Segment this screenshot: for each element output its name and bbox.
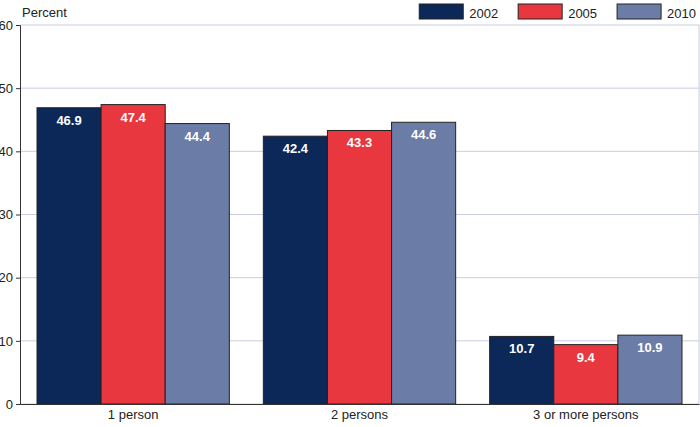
y-tick-mark (16, 404, 20, 405)
y-axis-line (16, 26, 21, 405)
legend: 2010 2005 2002 (419, 4, 696, 21)
plot: 46.9 42.4 10.7 47.4 43.3 9.4 44.4 44.6 10.9 0 10 20… (0, 18, 700, 423)
y-tick-mark (16, 151, 20, 152)
grid (20, 25, 699, 404)
y-tick: 50 (0, 81, 20, 96)
legend-label: 2002 (469, 6, 498, 21)
data-label: 43.3 (347, 135, 372, 150)
y-tick-label: 10 (0, 333, 13, 348)
x-tick-label: 3 or more persons (533, 407, 639, 422)
data-label: 47.4 (121, 110, 147, 125)
y-tick: 60 (0, 18, 20, 33)
bar (37, 108, 101, 404)
frame (699, 25, 700, 404)
data-label: 44.6 (411, 127, 436, 142)
bar (101, 105, 165, 404)
y-tick: 0 (6, 397, 20, 412)
x-tick-label: 2 persons (331, 407, 389, 422)
grid-line (20, 25, 699, 26)
x-tick: 2 persons (331, 404, 389, 422)
y-axis-title: Percent (22, 5, 67, 20)
bar (263, 136, 327, 404)
data-label: 9.4 (577, 350, 596, 365)
bar (392, 122, 456, 404)
bar (327, 130, 391, 404)
legend-label: 2005 (568, 6, 597, 21)
x-axis-line (21, 404, 700, 405)
data-label: 46.9 (56, 113, 81, 128)
y-tick: 30 (0, 207, 20, 222)
y-tick-label: 30 (0, 207, 13, 222)
data-label: 10.9 (637, 340, 662, 355)
x-tick: 1 person (108, 404, 159, 422)
grid-line (20, 88, 699, 89)
y-tick-label: 60 (0, 18, 13, 33)
y-tick-mark (16, 278, 20, 279)
legend-label: 2010 (667, 6, 696, 21)
y-tick: 10 (0, 333, 20, 348)
bar (554, 345, 618, 404)
data-labels: 46.9 42.4 10.7 47.4 43.3 9.4 44.4 44.6 10.9 (56, 110, 662, 365)
bar (618, 335, 682, 404)
y-axis: 0 10 20 30 40 50 60 (0, 18, 21, 412)
y-tick-label: 0 (6, 397, 13, 412)
legend-swatch (419, 4, 463, 19)
y-tick: 40 (0, 144, 20, 159)
y-tick-mark (16, 25, 20, 26)
bar (165, 124, 229, 404)
y-tick-label: 20 (0, 270, 13, 285)
bar (490, 336, 554, 404)
y-tick-label: 40 (0, 144, 13, 159)
chart: 46.9 42.4 10.7 47.4 43.3 9.4 44.4 44.6 10.9 0 10 20… (0, 0, 700, 427)
bars (37, 105, 682, 404)
x-axis: 1 person 2 persons 3 or more persons (21, 404, 700, 422)
x-tick-label: 1 person (108, 407, 159, 422)
x-tick: 3 or more persons (533, 404, 639, 422)
y-tick-label: 50 (0, 81, 13, 96)
y-tick-mark (16, 341, 20, 342)
legend-swatch (617, 4, 661, 19)
y-tick-mark (16, 215, 20, 216)
y-tick-mark (16, 88, 20, 89)
data-label: 10.7 (509, 341, 534, 356)
y-tick: 20 (0, 270, 20, 285)
data-label: 42.4 (283, 141, 309, 156)
legend-swatch (518, 4, 562, 19)
data-label: 44.4 (185, 129, 211, 144)
